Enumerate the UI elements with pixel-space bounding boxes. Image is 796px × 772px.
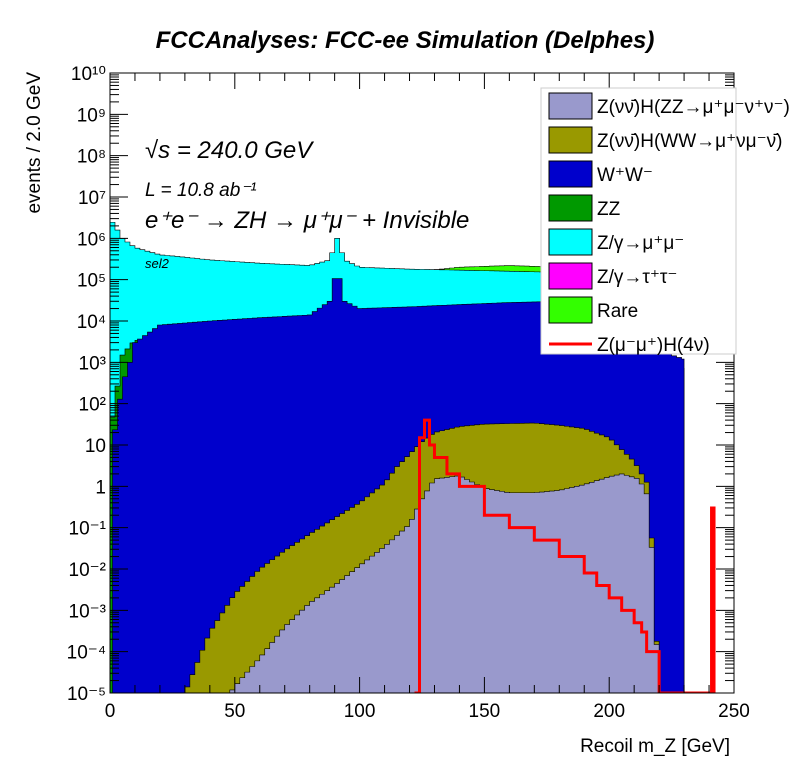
- legend-swatch-1: [548, 126, 593, 154]
- legend: Z(νν̄)H(ZZ→μ⁺μ⁻ν⁺ν⁻) Z(νν̄)H(WW→μ⁺νμ⁻ν̄) W…: [540, 87, 790, 356]
- stacked-histogram: [110, 221, 685, 693]
- legend-label-5: Z/γ→τ⁺τ⁻: [597, 267, 677, 288]
- legend-swatch-6: [548, 296, 593, 324]
- annotation-process: e⁺e⁻ → ZH → μ⁺μ⁻ + Invisible: [145, 207, 469, 234]
- y-axis-title: events / 2.0 GeV: [24, 72, 45, 214]
- legend-swatch-2: [548, 160, 593, 188]
- y-tick-label-7: 10²: [79, 395, 106, 416]
- legend-swatch-4: [548, 228, 593, 256]
- y-tick-label-15: 10¹⁰: [71, 64, 106, 85]
- legend-swatch-5: [548, 262, 593, 290]
- y-tick-label-8: 10³: [79, 353, 106, 374]
- annotation-block: √s = 240.0 GeV L = 10.8 ab⁻¹ e⁺e⁻ → ZH →…: [145, 137, 469, 271]
- y-tick-label-9: 10⁴: [77, 312, 106, 333]
- y-tick-label-2: 10⁻³: [69, 601, 107, 622]
- legend-label-6: Rare: [597, 301, 638, 322]
- plot-frame: [109, 72, 735, 694]
- x-tick-label-0: 0: [105, 701, 116, 722]
- y-tick-label-3: 10⁻²: [69, 560, 107, 581]
- y-tick-label-1: 10⁻⁴: [67, 643, 106, 664]
- signal-line: [414, 418, 716, 693]
- y-tick-label-14: 10⁹: [77, 105, 106, 126]
- y-tick-label-0: 10⁻⁵: [67, 684, 106, 705]
- legend-label-3: ZZ: [597, 199, 621, 220]
- y-tick-label-4: 10⁻¹: [69, 519, 107, 540]
- chart-title: FCCAnalyses: FCC-ee Simulation (Delphes): [156, 27, 655, 54]
- annotation-selection: sel2: [145, 256, 170, 271]
- x-tick-label-5: 250: [718, 701, 750, 722]
- legend-swatch-3: [548, 194, 593, 222]
- x-axis-title: Recoil m_Z [GeV]: [580, 736, 730, 757]
- legend-label-2: W⁺W⁻: [597, 165, 653, 186]
- y-tick-label-10: 10⁵: [77, 271, 106, 292]
- y-tick-label-6: 10: [85, 436, 106, 457]
- y-tick-label-12: 10⁷: [78, 188, 106, 209]
- annotation-sqrt-s: √s = 240.0 GeV: [145, 137, 314, 164]
- legend-label-7: Z(μ⁻μ⁺)H(4ν): [597, 335, 710, 356]
- legend-swatch-0: [548, 92, 593, 120]
- x-tick-label-4: 200: [593, 701, 625, 722]
- y-tick-label-13: 10⁸: [77, 147, 106, 168]
- y-tick-label-5: 1: [95, 477, 106, 498]
- legend-label-0: Z(νν̄)H(ZZ→μ⁺μ⁻ν⁺ν⁻): [597, 97, 790, 118]
- x-tick-label-3: 150: [469, 701, 501, 722]
- x-tick-label-2: 100: [344, 701, 376, 722]
- legend-label-4: Z/γ→μ⁺μ⁻: [597, 233, 684, 254]
- legend-label-1: Z(νν̄)H(WW→μ⁺νμ⁻ν̄): [597, 131, 782, 152]
- x-tick-label-1: 50: [224, 701, 245, 722]
- y-tick-label-11: 10⁶: [77, 229, 106, 250]
- signal-overlay: [414, 418, 716, 693]
- annotation-luminosity: L = 10.8 ab⁻¹: [145, 180, 257, 201]
